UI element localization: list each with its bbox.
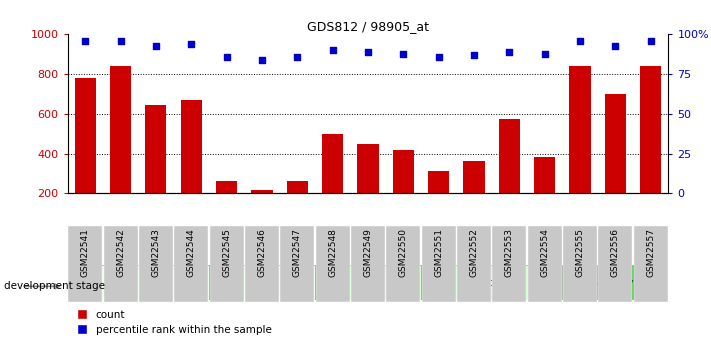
- Bar: [251, 190, 272, 233]
- Bar: [528, 226, 562, 302]
- Point: [609, 43, 621, 48]
- Point: [645, 38, 656, 43]
- Bar: [139, 226, 173, 302]
- Bar: [605, 94, 626, 233]
- Bar: [563, 226, 597, 302]
- Point: [503, 49, 515, 55]
- Bar: [287, 181, 308, 233]
- Text: GSM22549: GSM22549: [363, 228, 373, 277]
- Point: [80, 38, 91, 43]
- Text: GSM22547: GSM22547: [293, 228, 301, 277]
- Bar: [464, 161, 485, 233]
- Bar: [599, 226, 632, 302]
- Point: [115, 38, 127, 43]
- Point: [150, 43, 161, 48]
- Point: [362, 49, 374, 55]
- Text: GSM22544: GSM22544: [187, 228, 196, 277]
- Text: GSM22556: GSM22556: [611, 228, 620, 277]
- Point: [292, 54, 303, 59]
- Bar: [562, 265, 668, 300]
- Bar: [457, 226, 491, 302]
- Text: 2-cell: 2-cell: [353, 278, 383, 287]
- Title: GDS812 / 98905_at: GDS812 / 98905_at: [307, 20, 429, 33]
- Bar: [104, 226, 137, 302]
- Bar: [351, 226, 385, 302]
- Bar: [209, 265, 315, 300]
- Text: GSM22541: GSM22541: [81, 228, 90, 277]
- Legend: count, percentile rank within the sample: count, percentile rank within the sample: [73, 306, 276, 339]
- Bar: [386, 226, 420, 302]
- Point: [539, 51, 550, 56]
- Text: GSM22553: GSM22553: [505, 228, 514, 277]
- Bar: [570, 66, 591, 233]
- Bar: [316, 226, 350, 302]
- Bar: [210, 226, 244, 302]
- Text: GSM22550: GSM22550: [399, 228, 408, 277]
- Bar: [68, 265, 209, 300]
- Point: [397, 51, 409, 56]
- Bar: [68, 226, 102, 302]
- Bar: [322, 134, 343, 233]
- Text: GSM22554: GSM22554: [540, 228, 549, 277]
- Point: [221, 54, 232, 59]
- Bar: [75, 78, 96, 233]
- Text: oocyte: oocyte: [119, 278, 157, 287]
- Bar: [315, 265, 421, 300]
- Point: [469, 52, 480, 58]
- Bar: [422, 226, 456, 302]
- Bar: [640, 66, 661, 233]
- Bar: [245, 226, 279, 302]
- Text: 1-cell: 1-cell: [247, 278, 277, 287]
- Text: GSM22555: GSM22555: [575, 228, 584, 277]
- Bar: [216, 181, 237, 233]
- Bar: [181, 100, 202, 233]
- Point: [433, 54, 444, 59]
- Point: [327, 48, 338, 53]
- Bar: [428, 171, 449, 233]
- Bar: [358, 144, 378, 233]
- Text: GSM22557: GSM22557: [646, 228, 655, 277]
- Text: blastocyst: blastocyst: [587, 278, 643, 287]
- Text: GSM22542: GSM22542: [116, 228, 125, 277]
- Point: [256, 57, 267, 63]
- Bar: [110, 66, 131, 233]
- Bar: [145, 105, 166, 233]
- Text: GSM22548: GSM22548: [328, 228, 337, 277]
- Text: GSM22552: GSM22552: [469, 228, 479, 277]
- Bar: [392, 149, 414, 233]
- Point: [186, 41, 197, 47]
- Bar: [280, 226, 314, 302]
- Text: 8-cell: 8-cell: [476, 278, 507, 287]
- Text: development stage: development stage: [4, 282, 105, 291]
- Bar: [634, 226, 668, 302]
- Text: GSM22545: GSM22545: [222, 228, 231, 277]
- Bar: [174, 226, 208, 302]
- Text: GSM22546: GSM22546: [257, 228, 267, 277]
- Text: GSM22543: GSM22543: [151, 228, 161, 277]
- Text: GSM22551: GSM22551: [434, 228, 443, 277]
- Bar: [492, 226, 526, 302]
- Point: [574, 38, 586, 43]
- Bar: [421, 265, 562, 300]
- Bar: [498, 119, 520, 233]
- Bar: [534, 157, 555, 233]
